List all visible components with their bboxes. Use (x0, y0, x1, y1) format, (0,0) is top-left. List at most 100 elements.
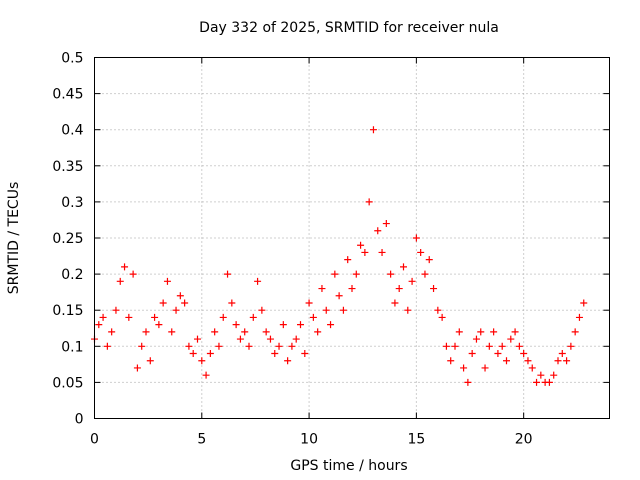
data-point (524, 357, 532, 365)
chart-title: Day 332 of 2025, SRMTID for receiver nul… (199, 20, 499, 36)
y-tick-label: 0.3 (61, 195, 83, 211)
data-point (498, 342, 506, 350)
data-point (266, 335, 274, 343)
data-point (159, 299, 167, 307)
data-point (357, 241, 365, 249)
data-point (301, 350, 309, 358)
data-point (507, 335, 515, 343)
data-point (344, 256, 352, 264)
data-point (352, 270, 360, 278)
data-point (297, 321, 304, 329)
data-point (258, 306, 266, 314)
data-point (168, 328, 176, 336)
data-point (571, 328, 579, 336)
data-point (361, 248, 369, 256)
data-point (580, 299, 588, 307)
data-point (537, 371, 545, 379)
data-point (95, 321, 103, 329)
data-point (533, 378, 541, 386)
y-tick-label: 0.45 (52, 87, 83, 103)
y-tick-label: 0.2 (61, 267, 83, 283)
x-tick-label: 0 (90, 432, 99, 448)
x-tick-label: 15 (407, 432, 425, 448)
data-point (176, 292, 184, 300)
data-point (464, 378, 472, 386)
x-axis-label: GPS time / hours (290, 458, 407, 474)
data-point (558, 350, 566, 358)
data-points (91, 126, 588, 386)
data-point (309, 313, 317, 321)
y-tick-label: 0.5 (61, 51, 83, 67)
data-point (138, 342, 146, 350)
data-point (550, 371, 558, 379)
data-point (554, 357, 562, 365)
data-point (185, 342, 193, 350)
data-point (503, 357, 510, 365)
data-point (404, 306, 412, 314)
y-tick-label: 0.4 (61, 123, 83, 139)
data-point (442, 342, 450, 350)
data-point (262, 328, 270, 336)
data-point (400, 263, 407, 271)
data-point (146, 357, 154, 365)
data-point (202, 371, 210, 379)
data-point (447, 357, 455, 365)
x-tick-label: 20 (515, 432, 533, 448)
data-point (284, 357, 292, 365)
data-point (163, 277, 171, 285)
data-point (511, 328, 519, 336)
data-point (99, 313, 107, 321)
data-point (232, 321, 240, 329)
data-point (421, 270, 429, 278)
data-point (520, 350, 528, 358)
data-point (194, 335, 201, 343)
data-point (151, 313, 159, 321)
data-point (468, 350, 476, 358)
data-point (172, 306, 180, 314)
data-point (219, 313, 227, 321)
data-point (494, 350, 502, 358)
y-tick-label: 0.15 (52, 303, 83, 319)
data-point (472, 335, 480, 343)
data-point (515, 342, 523, 350)
data-point (365, 198, 373, 206)
data-point (206, 350, 214, 358)
axis-ticks (94, 57, 610, 419)
data-point (322, 306, 330, 314)
data-point (425, 256, 433, 264)
data-point (215, 342, 223, 350)
data-point (528, 364, 536, 372)
data-point (211, 328, 219, 336)
data-point (254, 277, 262, 285)
y-axis-label: SRMTID / TECUs (6, 182, 22, 295)
data-point (189, 350, 197, 358)
data-point (121, 263, 129, 271)
data-point (490, 328, 498, 336)
data-point (275, 342, 283, 350)
data-point (438, 313, 446, 321)
data-point (318, 285, 326, 293)
data-point (382, 220, 390, 228)
data-point (545, 378, 553, 386)
data-point (245, 342, 253, 350)
data-point (271, 350, 279, 358)
y-tick-label: 0.35 (52, 159, 83, 175)
data-point (288, 342, 296, 350)
tick-labels: 0 0.05 0.1 0.15 0.2 0.25 0.3 0.35 0.4 0.45 0.5 0 5 10… (52, 51, 532, 448)
data-point (374, 227, 382, 235)
data-point (331, 270, 339, 278)
data-point (412, 234, 420, 242)
data-point (279, 321, 287, 329)
data-point (224, 270, 232, 278)
data-point (108, 328, 116, 336)
data-point (339, 306, 347, 314)
data-point (408, 277, 416, 285)
x-tick-label: 5 (197, 432, 206, 448)
data-point (575, 313, 583, 321)
data-point (112, 306, 120, 314)
data-point (116, 277, 124, 285)
data-point (103, 342, 111, 350)
data-point (181, 299, 189, 307)
y-tick-label: 0.25 (52, 231, 83, 247)
